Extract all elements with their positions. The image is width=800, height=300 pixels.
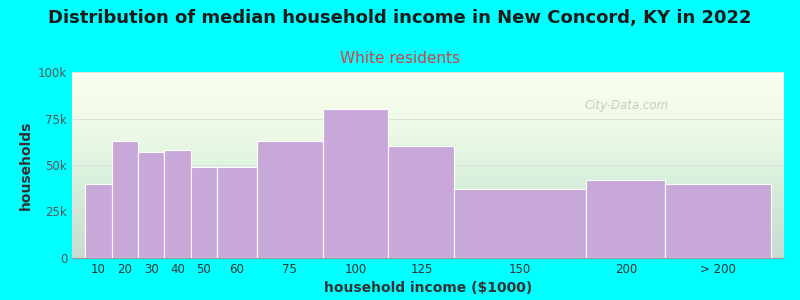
- Text: Distribution of median household income in New Concord, KY in 2022: Distribution of median household income …: [48, 9, 752, 27]
- Bar: [586, 180, 666, 258]
- Bar: [138, 152, 164, 258]
- Bar: [111, 141, 138, 258]
- X-axis label: household income ($1000): household income ($1000): [324, 281, 532, 296]
- Bar: [257, 141, 322, 258]
- Bar: [322, 109, 389, 258]
- Text: City-Data.com: City-Data.com: [585, 99, 669, 112]
- Bar: [666, 184, 771, 258]
- Y-axis label: households: households: [18, 120, 33, 210]
- Bar: [85, 184, 111, 258]
- Bar: [389, 146, 454, 258]
- Bar: [454, 189, 586, 258]
- Text: White residents: White residents: [340, 51, 460, 66]
- Bar: [190, 167, 217, 258]
- Bar: [164, 150, 190, 258]
- Bar: [217, 167, 257, 258]
